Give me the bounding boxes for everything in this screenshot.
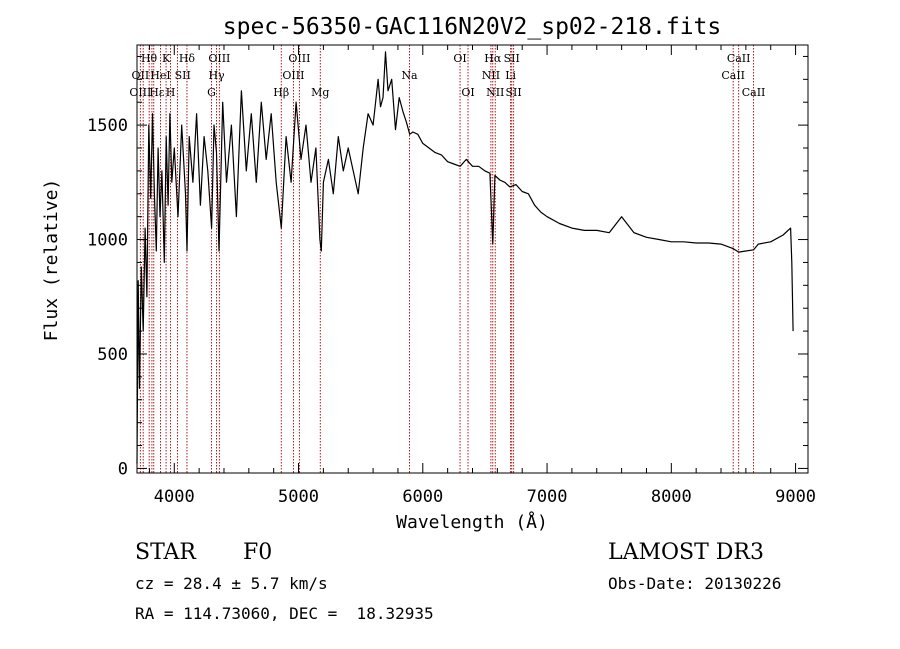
- spectral-line-label: Hθ: [141, 52, 158, 65]
- y-tick-label: 1000: [87, 231, 128, 251]
- spectral-line-label: SII: [175, 69, 191, 82]
- x-tick-label: 8000: [651, 487, 692, 507]
- spectral-line-label: OII: [131, 69, 149, 82]
- x-tick-label: 9000: [775, 487, 816, 507]
- spectral-line-markers: [139, 45, 755, 473]
- spectral-line-label: NII: [486, 86, 504, 99]
- x-axis-label: Wavelength (Å): [396, 511, 548, 533]
- y-tick-label: 0: [118, 459, 128, 479]
- spectral-line-label: OIII: [208, 52, 230, 65]
- spectral-line-label: OI: [453, 52, 466, 65]
- spectral-line-label: Hε: [149, 86, 165, 99]
- spectral-line-label: CaII: [727, 52, 751, 65]
- axis-ticks: 4000 5000 6000 7000 8000 9000 0 500 1000 1500: [87, 45, 816, 507]
- coordinates: RA = 114.73060, DEC = 18.32935: [135, 604, 434, 623]
- object-class: STAR: [135, 540, 196, 565]
- y-tick-label: 1500: [87, 116, 128, 136]
- spectrum-series-line: [136, 51, 794, 464]
- spectral-line-label: HeI: [150, 69, 170, 82]
- spectral-line-label: Li: [505, 69, 516, 82]
- spectral-line-label: SII: [506, 86, 522, 99]
- x-tick-label: 4000: [154, 487, 195, 507]
- x-tick-label: 6000: [402, 487, 443, 507]
- spectral-line-label: Hδ: [179, 52, 196, 65]
- plot-frame: [136, 44, 809, 474]
- spectral-line-label: K: [162, 52, 171, 65]
- x-tick-label: 7000: [527, 487, 568, 507]
- spectral-line-label: Hβ: [273, 86, 289, 99]
- spectral-line-label: OI: [461, 86, 474, 99]
- spectral-line-label: CaII: [721, 69, 745, 82]
- spectral-line-label: OIII: [288, 52, 310, 65]
- redshift-value: cz = 28.4 ± 5.7 km/s: [135, 574, 328, 593]
- spectral-line-label: Na: [401, 69, 418, 82]
- x-tick-label: 5000: [278, 487, 319, 507]
- spectral-line-label: Hα: [484, 52, 502, 65]
- spectral-line-label: Mg: [311, 86, 329, 99]
- spectral-line-label: NII: [482, 69, 500, 82]
- spectral-line-label: Hγ: [208, 69, 225, 82]
- object-subclass: F0: [243, 540, 273, 565]
- chart-title: spec-56350-GAC116N20V2_sp02-218.fits: [223, 14, 722, 40]
- y-axis-label: Flux (relative): [41, 179, 62, 342]
- spectral-line-label: H: [166, 86, 176, 99]
- spectral-line-label: OIII: [282, 69, 304, 82]
- observation-date: Obs-Date: 20130226: [608, 574, 782, 593]
- spectral-line-label: CaII: [742, 86, 766, 99]
- spectral-line-label: G: [207, 86, 216, 99]
- y-tick-label: 500: [97, 345, 128, 365]
- spectral-line-label: SII: [504, 52, 520, 65]
- survey-name: LAMOST DR3: [608, 540, 764, 565]
- spectral-line-label: OIII: [129, 86, 151, 99]
